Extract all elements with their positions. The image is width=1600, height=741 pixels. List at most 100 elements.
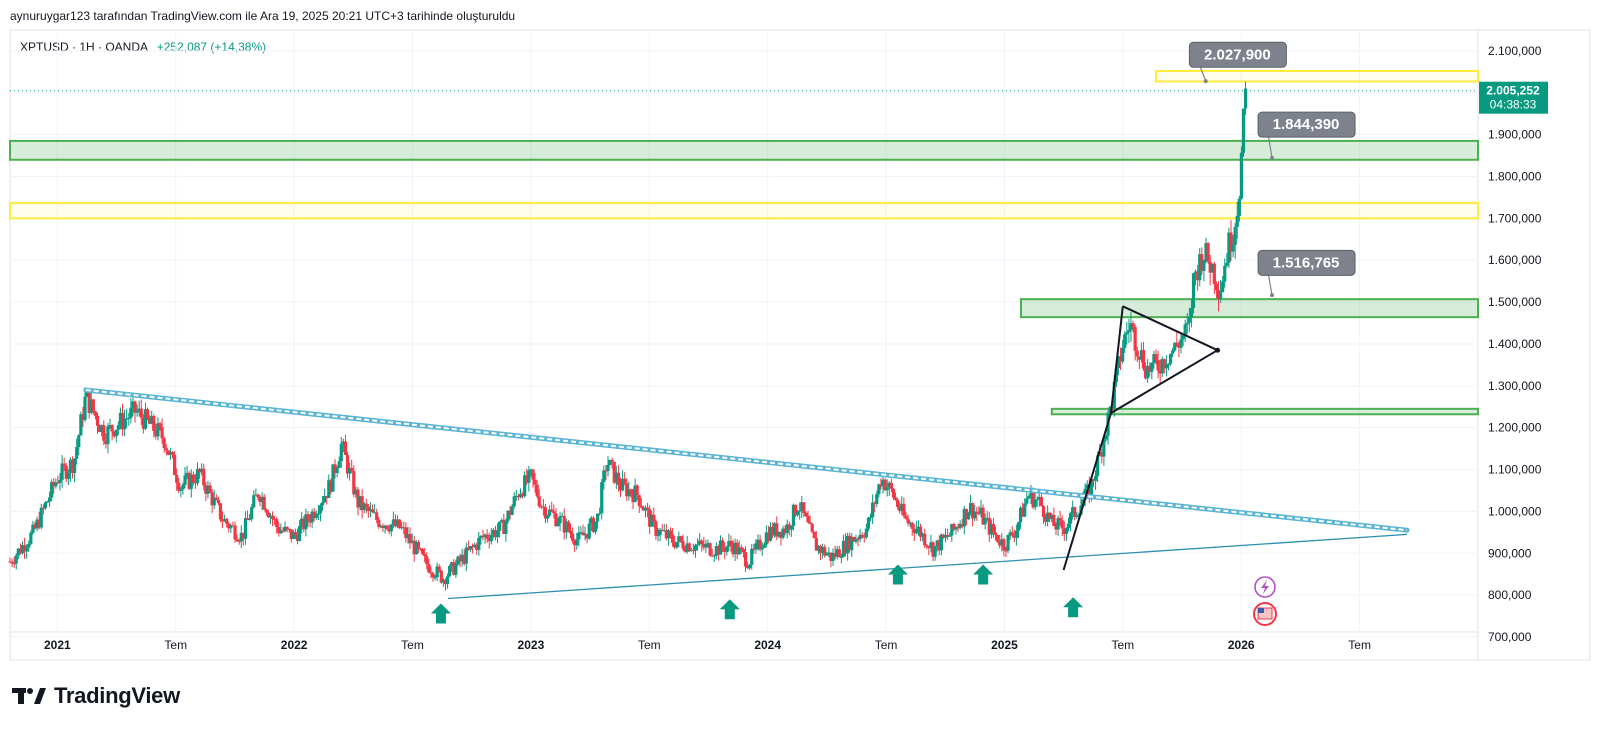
candle-body [520,493,525,497]
candle-body [410,540,414,544]
candle-body [683,548,687,552]
candle-body [552,511,556,514]
tradingview-brand[interactable]: TradingView [12,683,180,709]
candle-body [606,465,610,472]
candle-body [695,544,700,546]
candle-body [350,467,354,472]
candle-body [708,543,712,556]
candle-body [1108,406,1112,413]
candle-body [1208,261,1212,273]
candle-body [389,524,393,532]
callout-anchor [1270,293,1275,298]
candle-body [1158,370,1162,374]
y-tick-label: 900,000 [1488,546,1532,560]
candle-body [10,561,14,564]
candle-body [1204,243,1208,260]
x-tick-label: Tem [638,638,661,652]
candle-body [729,540,733,546]
candle-body [1037,496,1041,500]
candle-body [106,426,110,445]
candle-body [837,549,841,558]
candle-body [1029,490,1033,497]
candle-body [131,401,135,408]
candle-body [462,554,466,564]
candle-body [685,543,689,552]
candle-body [293,532,298,535]
candle-body [1058,518,1062,521]
candle-body [439,570,443,583]
candle-body [612,461,616,483]
candle-body [100,425,104,433]
candle-body [327,480,331,499]
candle-body [198,469,202,473]
candle-body [1227,232,1231,263]
candle-body [406,534,410,539]
candle-body [562,515,566,533]
candle-body [1173,342,1177,351]
candle-body [70,459,75,473]
y-tick-label: 2.100,000 [1488,44,1542,58]
candle-body [162,438,166,449]
candle-body [889,482,893,489]
candle-body [518,493,523,498]
candle-body [77,435,81,448]
candle-body [470,546,475,548]
candle-body [1077,514,1081,516]
up-arrow-shape [887,564,908,585]
candle-body [1185,322,1189,325]
candle-body [200,468,204,473]
candle-body [1229,232,1233,252]
candle-body [298,525,302,541]
candle-body [331,464,335,492]
candle-body [450,562,454,566]
candle-body [871,502,875,518]
candle-body [1010,532,1014,536]
candle-body [423,554,427,557]
candle-body [1056,518,1060,530]
candle-body [487,538,491,542]
candle-body [181,484,185,490]
candle-body [416,541,420,549]
lightning-event-icon [1254,576,1276,598]
candle-body [356,489,360,508]
candle-body [110,425,114,432]
candle-body [808,522,812,525]
candle-body [47,497,52,502]
bar-countdown: 04:38:33 [1490,98,1537,112]
candle-body [985,517,989,519]
candle-body [593,521,598,532]
candle-body [1148,365,1152,372]
candle-body [631,494,635,503]
candle-body [704,543,708,548]
candle-body [1093,475,1098,481]
candle-body [22,545,27,552]
candle-body [1221,281,1225,293]
candle-body [1123,334,1127,348]
candle-body [627,489,631,497]
callout-leader [1267,134,1273,159]
candle-body [304,514,308,530]
candle-body [1129,323,1133,331]
candle-body [1016,522,1021,531]
candle-body [152,416,156,431]
us-flag-event-icon [1253,602,1277,626]
y-tick-label: 1.700,000 [1488,211,1542,225]
candle-body [891,488,896,498]
candle-body [437,566,441,571]
candle-body [183,475,187,485]
candle-body [977,512,981,515]
candle-body [14,555,18,564]
candle-body [604,470,608,472]
candle-body [864,528,868,538]
candle-body [68,459,73,473]
candle-body [956,527,960,529]
candle-body [1183,324,1187,336]
candle-body [973,511,977,519]
candle-body [79,414,83,436]
y-tick-label: 1.200,000 [1488,421,1542,435]
callout-label: 1.844,390 [1273,116,1340,133]
candle-body [1146,365,1150,379]
candle-body [821,547,825,553]
candle-body [239,532,243,542]
